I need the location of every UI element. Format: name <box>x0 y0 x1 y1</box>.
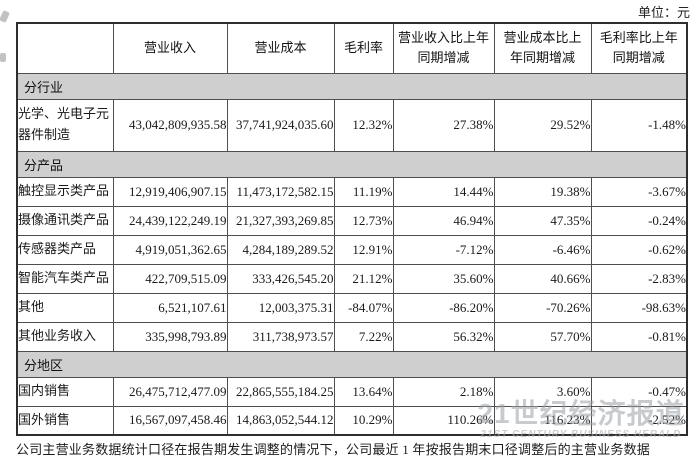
row-label: 智能汽车类产品 <box>16 263 114 294</box>
scan-artifact <box>0 10 10 23</box>
value-cell: 335,998,793.89 <box>112 321 228 352</box>
value-cell: 22,865,555,184.25 <box>226 376 335 407</box>
table-row: 其他业务收入 335,998,793.89 311,738,973.57 7.22% 5… <box>16 321 688 352</box>
row-label: 其他业务收入 <box>16 321 114 352</box>
value-cell: 56.32% <box>392 321 495 352</box>
column-header-revenue: 营业收入 <box>112 22 228 74</box>
table-row: 触控显示类产品 12,919,406,907.15 11,473,172,582.1… <box>16 176 688 207</box>
value-cell: 10.29% <box>333 405 394 436</box>
value-cell: 24,439,122,249.19 <box>112 205 228 236</box>
value-cell: 311,738,973.57 <box>226 321 335 352</box>
table-row: 传感器类产品 4,919,051,362.65 4,284,189,289.52 12… <box>16 234 688 265</box>
value-cell: 6,521,107.61 <box>112 292 228 323</box>
value-cell: 2.18% <box>392 376 495 407</box>
value-cell: -3.67% <box>590 176 688 207</box>
value-cell: -6.46% <box>493 234 592 265</box>
value-cell: 422,709,515.09 <box>112 263 228 294</box>
value-cell: 12,919,406,907.15 <box>112 176 228 207</box>
value-cell: -98.63% <box>590 292 688 323</box>
table-row: 国外销售 16,567,097,458.46 14,863,052,544.12 10… <box>16 405 688 436</box>
value-cell: -0.24% <box>590 205 688 236</box>
value-cell: 21,327,393,269.85 <box>226 205 335 236</box>
value-cell: 37,741,924,035.60 <box>226 98 335 152</box>
scan-artifact <box>0 53 6 62</box>
row-label: 光学、光电子元器件制造 <box>16 98 114 152</box>
row-label: 国外销售 <box>16 405 114 436</box>
value-cell: 4,284,189,289.52 <box>226 234 335 265</box>
column-header-revenue-yoy: 营业收入比上年同期增减 <box>392 22 495 74</box>
value-cell: 35.60% <box>392 263 495 294</box>
table-row: 其他 6,521,107.61 12,003,375.31 -84.07% -86.20… <box>16 292 688 323</box>
value-cell: 21.12% <box>333 263 394 294</box>
value-cell: -0.81% <box>590 321 688 352</box>
row-label: 国内销售 <box>16 376 114 407</box>
section-row: 分地区 <box>16 350 688 378</box>
value-cell: 13.64% <box>333 376 394 407</box>
table-header-row: 营业收入 营业成本 毛利率 营业收入比上年同期增减 营业成本比上年同期增减 毛利… <box>16 22 688 74</box>
column-header-margin-yoy: 毛利率比上年同期增减 <box>590 22 688 74</box>
footnote: 公司主营业务数据统计口径在报告期发生调整的情况下，公司最近 1 年按报告期末口径… <box>16 442 651 457</box>
section-row: 分产品 <box>16 150 688 178</box>
value-cell: 333,426,545.20 <box>226 263 335 294</box>
value-cell: 14,863,052,544.12 <box>226 405 335 436</box>
section-label: 分地区 <box>16 350 688 378</box>
value-cell: 40.66% <box>493 263 592 294</box>
value-cell: 14.44% <box>392 176 495 207</box>
value-cell: 43,042,809,935.58 <box>112 98 228 152</box>
table-row: 光学、光电子元器件制造 43,042,809,935.58 37,741,924,0… <box>16 98 688 152</box>
value-cell: -86.20% <box>392 292 495 323</box>
value-cell: -70.26% <box>493 292 592 323</box>
value-cell: -1.48% <box>590 98 688 152</box>
value-cell: -7.12% <box>392 234 495 265</box>
value-cell: 7.22% <box>333 321 394 352</box>
value-cell: -2.83% <box>590 263 688 294</box>
unit-label: 单位：元 <box>637 5 690 20</box>
value-cell: 16,567,097,458.46 <box>112 405 228 436</box>
row-label: 其他 <box>16 292 114 323</box>
value-cell: 11,473,172,582.15 <box>226 176 335 207</box>
business-segments-table: 营业收入 营业成本 毛利率 营业收入比上年同期增减 营业成本比上年同期增减 毛利… <box>16 22 688 436</box>
value-cell: 110.26% <box>392 405 495 436</box>
section-label: 分产品 <box>16 150 688 178</box>
value-cell: 27.38% <box>392 98 495 152</box>
value-cell: 57.70% <box>493 321 592 352</box>
value-cell: 46.94% <box>392 205 495 236</box>
row-label: 传感器类产品 <box>16 234 114 265</box>
row-label: 触控显示类产品 <box>16 176 114 207</box>
value-cell: 4,919,051,362.65 <box>112 234 228 265</box>
table-row: 智能汽车类产品 422,709,515.09 333,426,545.20 21.12… <box>16 263 688 294</box>
section-row: 分行业 <box>16 72 688 100</box>
value-cell: 12,003,375.31 <box>226 292 335 323</box>
value-cell: 12.73% <box>333 205 394 236</box>
value-cell: 26,475,712,477.09 <box>112 376 228 407</box>
value-cell: 12.91% <box>333 234 394 265</box>
row-label: 摄像通讯类产品 <box>16 205 114 236</box>
section-label: 分行业 <box>16 72 688 100</box>
column-header-cost: 营业成本 <box>226 22 335 74</box>
table-row: 国内销售 26,475,712,477.09 22,865,555,184.25 13… <box>16 376 688 407</box>
column-header-cost-yoy: 营业成本比上年同期增减 <box>493 22 592 74</box>
value-cell: 19.38% <box>493 176 592 207</box>
main-table-body: 分行业 光学、光电子元器件制造 43,042,809,935.58 37,741,92… <box>16 72 688 436</box>
column-header-blank <box>16 22 114 74</box>
value-cell: -0.47% <box>590 376 688 407</box>
value-cell: -84.07% <box>333 292 394 323</box>
value-cell: 116.23% <box>493 405 592 436</box>
column-header-gross-margin: 毛利率 <box>333 22 394 74</box>
value-cell: 29.52% <box>493 98 592 152</box>
value-cell: 3.60% <box>493 376 592 407</box>
value-cell: 11.19% <box>333 176 394 207</box>
value-cell: 12.32% <box>333 98 394 152</box>
table-row: 摄像通讯类产品 24,439,122,249.19 21,327,393,269.8… <box>16 205 688 236</box>
value-cell: 47.35% <box>493 205 592 236</box>
value-cell: -2.52% <box>590 405 688 436</box>
value-cell: -0.62% <box>590 234 688 265</box>
